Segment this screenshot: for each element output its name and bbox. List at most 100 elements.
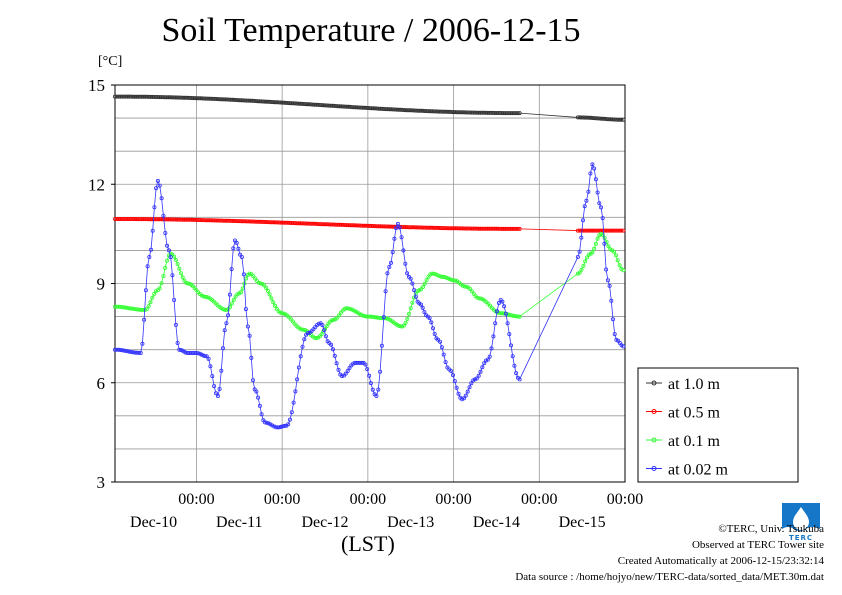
- data-point: [278, 220, 283, 225]
- data-point: [333, 222, 338, 227]
- credits-block: ©TERC, Univ. Tsukuba Observed at TERC To…: [515, 521, 824, 585]
- data-point: [581, 263, 586, 268]
- data-point: [437, 339, 442, 344]
- data-point: [364, 105, 369, 110]
- data-point: [433, 225, 438, 230]
- data-point: [293, 389, 298, 394]
- data-point: [489, 346, 494, 351]
- data-point: [593, 241, 598, 246]
- data-point: [301, 221, 306, 226]
- data-point: [180, 95, 185, 100]
- data-point: [378, 369, 383, 374]
- data-point: [517, 314, 522, 319]
- data-point: [226, 313, 231, 318]
- data-point: [364, 223, 369, 228]
- data-point: [414, 108, 419, 113]
- legend-box: [637, 367, 799, 483]
- data-point: [360, 223, 365, 228]
- data-point: [162, 217, 167, 222]
- data-point: [455, 226, 460, 231]
- data-point: [577, 115, 582, 120]
- data-point: [279, 424, 284, 429]
- data-point: [150, 228, 155, 233]
- data-point: [619, 228, 624, 233]
- data-point: [597, 201, 602, 206]
- data-point: [405, 225, 410, 230]
- data-point: [138, 350, 143, 355]
- data-point: [421, 225, 426, 230]
- data-point: [228, 218, 233, 223]
- data-point: [234, 98, 239, 103]
- data-point: [251, 219, 256, 224]
- data-point: [224, 321, 229, 326]
- data-point: [159, 196, 164, 201]
- data-point: [340, 374, 345, 379]
- data-point: [467, 385, 472, 390]
- data-point: [595, 228, 600, 233]
- data-point: [239, 254, 244, 259]
- data-point: [122, 348, 127, 353]
- data-point: [353, 105, 358, 110]
- data-point: [394, 107, 399, 112]
- data-point: [464, 284, 469, 289]
- legend-swatch-marker: [651, 437, 657, 443]
- data-point: [229, 267, 234, 272]
- data-point: [412, 288, 417, 293]
- data-point: [448, 277, 453, 282]
- data-point: [370, 387, 375, 392]
- data-point: [148, 247, 153, 252]
- data-point: [250, 219, 255, 224]
- x-tick-date-label: Dec-13: [387, 514, 434, 531]
- data-point: [161, 213, 166, 218]
- data-point: [611, 317, 616, 322]
- data-point: [344, 306, 349, 311]
- data-point: [341, 222, 346, 227]
- data-point: [462, 110, 467, 115]
- data-point: [116, 304, 121, 309]
- data-point: [371, 223, 376, 228]
- data-point: [210, 218, 215, 223]
- data-point: [291, 101, 296, 106]
- data-point: [399, 235, 404, 240]
- x-tick-date-label: Dec-12: [301, 514, 348, 531]
- data-point: [280, 220, 285, 225]
- data-point: [575, 254, 580, 259]
- data-point: [193, 217, 198, 222]
- x-tick-time-label: 00:00: [435, 491, 471, 508]
- data-point: [465, 389, 470, 394]
- data-point: [135, 307, 140, 312]
- data-point: [507, 332, 512, 337]
- data-point: [202, 354, 207, 359]
- data-point: [383, 107, 388, 112]
- data-point: [244, 98, 249, 103]
- data-point: [575, 115, 580, 120]
- data-point: [227, 292, 232, 297]
- data-point: [204, 294, 209, 299]
- data-point: [234, 218, 239, 223]
- data-point: [289, 410, 294, 415]
- data-point: [191, 96, 196, 101]
- data-point: [469, 381, 474, 386]
- data-point: [213, 391, 218, 396]
- chart-title: Soil Temperature / 2006-12-15: [161, 12, 581, 49]
- data-point: [421, 108, 426, 113]
- data-point: [272, 303, 277, 308]
- data-point: [410, 281, 415, 286]
- data-point: [177, 347, 182, 352]
- y-tick-label: 3: [97, 473, 106, 492]
- data-point: [408, 306, 413, 311]
- data-point: [278, 310, 283, 315]
- data-point: [239, 219, 244, 224]
- data-point: [212, 96, 217, 101]
- data-point: [305, 331, 310, 336]
- data-point: [477, 296, 482, 301]
- data-point: [485, 357, 490, 362]
- data-point: [443, 360, 448, 365]
- data-point: [159, 217, 164, 222]
- data-point: [262, 99, 267, 104]
- data-point: [141, 94, 146, 99]
- data-point: [476, 373, 481, 378]
- data-point: [214, 97, 219, 102]
- data-point: [412, 108, 417, 113]
- data-point: [280, 100, 285, 105]
